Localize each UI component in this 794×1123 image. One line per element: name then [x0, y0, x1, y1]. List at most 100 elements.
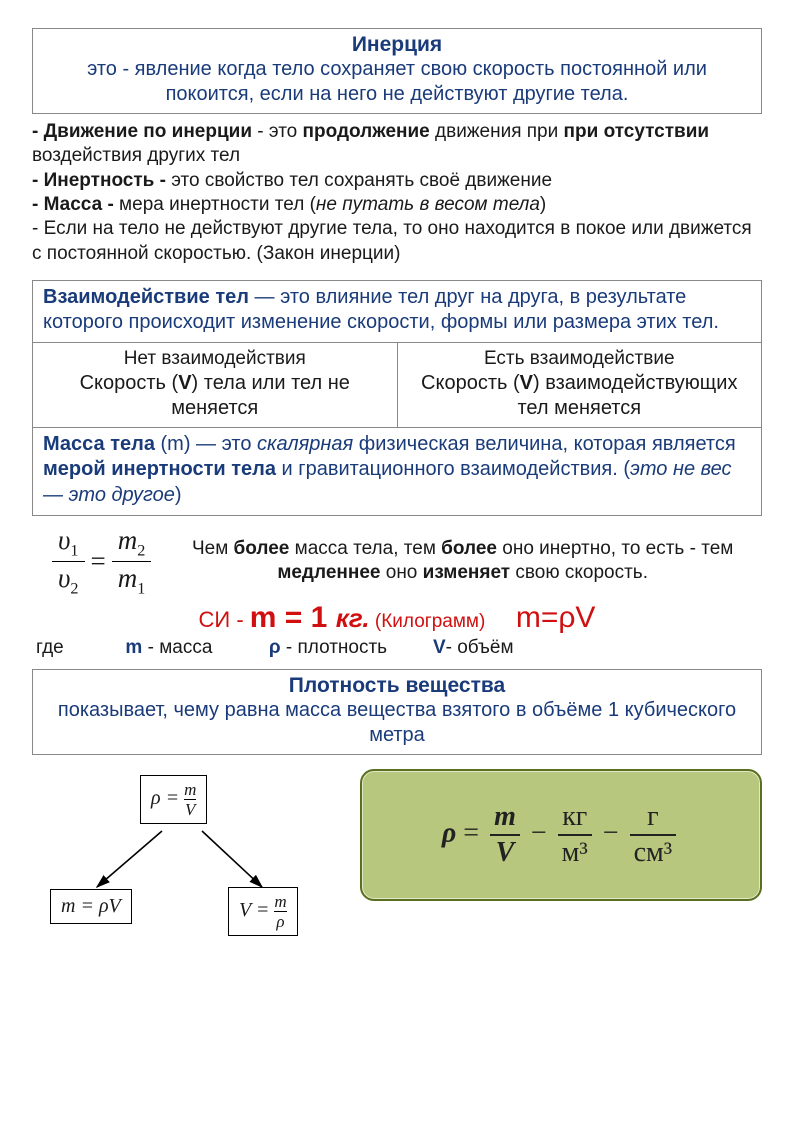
rv: V: [520, 372, 533, 394]
gf1d: V: [496, 837, 515, 868]
rb1: более: [234, 538, 290, 559]
dvd: ρ: [276, 913, 284, 930]
md1: — это: [191, 433, 258, 455]
mass-sym: (m): [155, 433, 191, 455]
si-row: СИ - m = 1 кг. (Килограмм) m=ρV: [32, 601, 762, 635]
gf2: кг м³: [558, 803, 592, 867]
eq-sign: =: [91, 546, 106, 577]
ratio-row: υ1 υ2 = m2 m1 Чем более масса тела, тем …: [52, 526, 762, 598]
where-m: m - масса: [94, 637, 213, 659]
b1-mid: - это: [252, 121, 303, 142]
wpt: - плотность: [286, 637, 387, 658]
diag-rho: ρ = m V: [140, 775, 207, 824]
rc: масса тела, тем: [289, 538, 441, 559]
gf2d: м³: [558, 839, 592, 867]
ms1: 2: [137, 541, 145, 559]
gf1n: m: [494, 801, 516, 832]
wvt: - объём: [446, 637, 514, 658]
drn: m: [184, 781, 196, 798]
rf: свою скорость.: [510, 562, 648, 583]
bullet-4: - Если на тело не действуют другие тела,…: [32, 217, 762, 266]
inertia-box: Инерция это - явление когда тело сохраня…: [32, 28, 762, 114]
density-box: Плотность вещества показывает, чему равн…: [32, 669, 762, 755]
gf3n: г: [643, 803, 662, 831]
si-formula: m = 1: [250, 601, 336, 634]
green-formula-box: ρ = m V − кг м³ − г см³: [360, 769, 762, 901]
b3-close: ): [540, 194, 546, 215]
ratio-text: Чем более масса тела, тем более оно инер…: [163, 537, 762, 586]
dvn: m: [274, 893, 286, 910]
b1-bold2: при отсутствии: [564, 121, 710, 142]
inertia-definition: это - явление когда тело сохраняет свою …: [43, 57, 751, 107]
si-kg: кг.: [336, 603, 370, 633]
where-label: где: [36, 637, 64, 659]
s1: 1: [70, 541, 78, 559]
ms2: 1: [137, 579, 145, 597]
drd: V: [185, 801, 195, 818]
lv: V: [178, 372, 191, 394]
rb3: медленнее: [277, 562, 380, 583]
si-kilo: (Килограмм): [370, 611, 486, 632]
b2-post: это свойство тел сохранять своё движение: [166, 170, 552, 191]
frac-m: m2 m1: [112, 526, 152, 598]
interaction-columns: Нет взаимодействия Скорость (V) тела или…: [32, 343, 762, 428]
left-header: Нет взаимодействия: [41, 347, 389, 371]
gf1: m V: [490, 803, 520, 867]
density-title: Плотность вещества: [43, 674, 751, 698]
interaction-box: Взаимодействие тел — это влияние тел дру…: [32, 280, 762, 343]
gf2n: кг: [558, 803, 591, 831]
ratio-formula: υ1 υ2 = m2 m1: [52, 526, 151, 598]
mscalar: скалярная: [257, 433, 353, 455]
drho-frac: m V: [184, 781, 196, 818]
drho: ρ =: [151, 787, 179, 809]
frac-v: υ1 υ2: [52, 526, 85, 598]
left-body: Скорость (V) тела или тел не меняется: [41, 371, 389, 421]
gs2: −: [603, 818, 626, 849]
wp: ρ: [269, 637, 281, 658]
inertia-bullets: - Движение по инерции - это продолжение …: [32, 120, 762, 266]
v1: υ: [58, 525, 70, 555]
ra: Чем: [192, 538, 234, 559]
s2: 2: [70, 579, 78, 597]
dm: m = ρV: [61, 895, 121, 917]
rb4: изменяет: [423, 562, 510, 583]
mass-def: Масса тела (m) — это скалярная физическа…: [43, 432, 751, 509]
bottom-row: ρ = m V m = ρV V = m ρ ρ: [32, 769, 762, 939]
mass-box: Масса тела (m) — это скалярная физическа…: [32, 428, 762, 516]
b2-pre: - Инертность -: [32, 170, 166, 191]
wm: m: [125, 637, 142, 658]
page-root: Инерция это - явление когда тело сохраня…: [0, 0, 794, 959]
col-has-interaction: Есть взаимодействие Скорость (V) взаимод…: [398, 343, 762, 427]
gs1: −: [531, 818, 554, 849]
density-def: показывает, чему равна масса вещества вз…: [43, 698, 751, 748]
re: оно: [380, 562, 422, 583]
si-pre: СИ -: [199, 607, 250, 632]
md2: физическая величина, которая является: [353, 433, 735, 455]
right-header: Есть взаимодействие: [406, 347, 754, 371]
m1: m: [118, 525, 138, 555]
rd: оно инертно, то есть - тем: [497, 538, 733, 559]
where-p: ρ - плотность: [242, 637, 387, 659]
mb1: мерой инертности тела: [43, 458, 276, 480]
si-mrhoV: m=ρV: [516, 601, 596, 634]
b1-post1: движения при: [430, 121, 564, 142]
where-v: V- объём: [417, 637, 513, 659]
dv-frac: m ρ: [274, 893, 286, 930]
diag-v: V = m ρ: [228, 887, 298, 936]
interaction-def: Взаимодействие тел — это влияние тел дру…: [43, 285, 751, 336]
mass-title: Масса тела: [43, 433, 155, 455]
m2: m: [118, 563, 138, 593]
bullet-3: - Масса - мера инертности тел (не путать…: [32, 193, 762, 217]
rt2: ) взаимодействующих тел меняется: [517, 372, 737, 419]
v2: υ: [58, 563, 70, 593]
dv: V =: [239, 899, 269, 921]
mclose: ): [175, 484, 182, 506]
md3: и гравитационного взаимодействия. (: [276, 458, 630, 480]
bullet-1: - Движение по инерции - это продолжение …: [32, 120, 762, 169]
b1-post2: воздействия других тел: [32, 145, 240, 166]
interaction-title: Взаимодействие тел: [43, 286, 249, 308]
gf3: г см³: [630, 803, 677, 867]
b3-post: мера инертности тел (: [114, 194, 316, 215]
inertia-title: Инерция: [43, 33, 751, 57]
right-body: Скорость (V) взаимодействующих тел меняе…: [406, 371, 754, 421]
